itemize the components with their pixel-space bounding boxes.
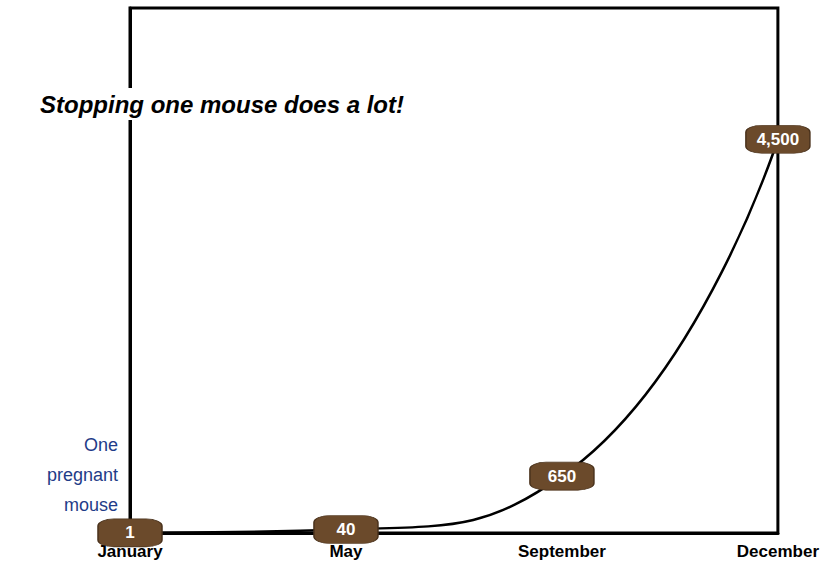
svg-text:December: December [737,542,820,561]
svg-text:pregnant: pregnant [47,465,118,485]
svg-text:4,500: 4,500 [757,130,800,149]
svg-text:September: September [518,542,606,561]
svg-text:Stopping one mouse does a lot!: Stopping one mouse does a lot! [40,91,404,118]
svg-text:January: January [97,542,163,561]
svg-text:One: One [84,435,118,455]
svg-text:40: 40 [337,520,356,539]
svg-text:1: 1 [125,523,134,542]
svg-text:May: May [329,542,363,561]
svg-text:mouse: mouse [64,495,118,515]
svg-text:650: 650 [548,467,576,486]
